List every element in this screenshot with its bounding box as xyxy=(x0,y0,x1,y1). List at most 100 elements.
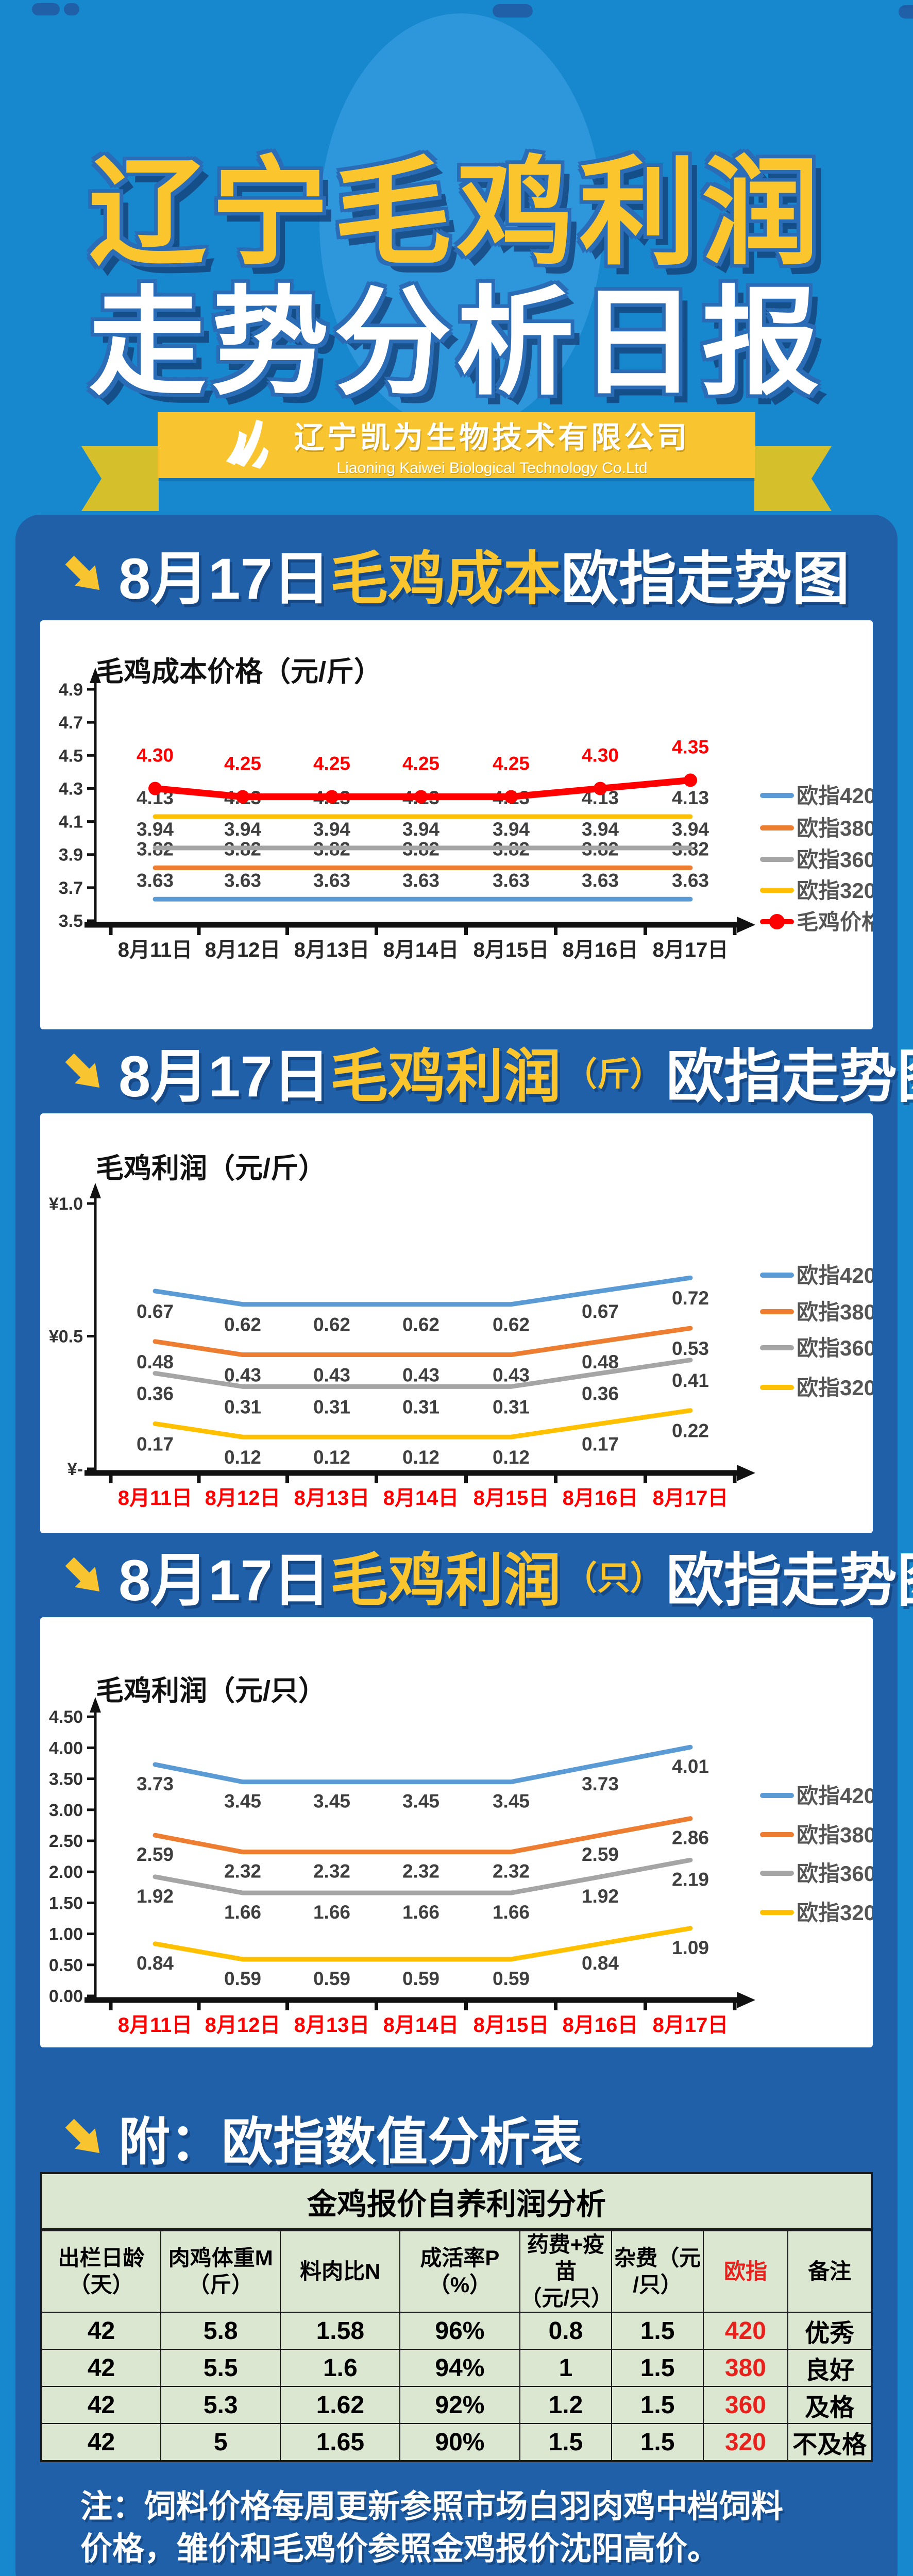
svg-text:2.32: 2.32 xyxy=(313,1861,350,1882)
table-cell: 42 xyxy=(40,2386,162,2424)
svg-text:8月17日: 8月17日 xyxy=(653,1487,729,1510)
svg-text:8月14日: 8月14日 xyxy=(383,1487,459,1510)
analysis-table: 金鸡报价自养利润分析 出栏日龄 （天） 肉鸡体重M （斤） 料肉比N 成活率P （%） 药费+疫… xyxy=(40,2172,873,2462)
svg-text:0.36: 0.36 xyxy=(137,1383,174,1404)
svg-text:¥-: ¥- xyxy=(67,1460,83,1479)
svg-text:1.66: 1.66 xyxy=(493,1902,530,1923)
svg-text:0.59: 0.59 xyxy=(493,1968,530,1989)
table-row: 42 5.5 1.6 94% 1 1.5 380 良好 xyxy=(40,2349,872,2387)
svg-text:3.94: 3.94 xyxy=(402,819,439,840)
svg-text:8月11日: 8月11日 xyxy=(118,939,193,961)
svg-text:8月15日: 8月15日 xyxy=(474,1487,549,1510)
svg-text:0.12: 0.12 xyxy=(224,1447,261,1468)
svg-text:8月11日: 8月11日 xyxy=(118,2014,193,2037)
svg-text:3.94: 3.94 xyxy=(313,819,350,840)
yellow-arrow-icon xyxy=(65,2119,100,2154)
svg-text:0.59: 0.59 xyxy=(402,1968,439,1989)
table-cell: 1.65 xyxy=(280,2423,401,2462)
svg-text:1.09: 1.09 xyxy=(672,1937,709,1958)
svg-text:0.62: 0.62 xyxy=(493,1314,530,1335)
svg-text:2.00: 2.00 xyxy=(49,1862,83,1882)
svg-text:3.00: 3.00 xyxy=(49,1801,83,1820)
svg-text:2.59: 2.59 xyxy=(582,1844,619,1865)
title-prefix: 8月17日 xyxy=(119,1548,330,1613)
svg-text:3.73: 3.73 xyxy=(137,1773,174,1794)
svg-text:0.67: 0.67 xyxy=(137,1301,174,1322)
company-banner-face: 辽宁凯为生物技术有限公司 Liaoning Kaiwei Biological … xyxy=(158,412,755,478)
cost-chart: 4.9 4.7 4.5 4.3 4.1 3.9 3.7 3.5 8月11日 8月12日 8月13日 8… xyxy=(40,620,884,1032)
svg-text:3.45: 3.45 xyxy=(313,1791,350,1812)
table-cell: 5.5 xyxy=(160,2349,281,2387)
deco-pill xyxy=(64,3,79,15)
table-cell: 5.8 xyxy=(160,2312,281,2350)
table-cell: 1.6 xyxy=(280,2349,401,2387)
svg-text:3.94: 3.94 xyxy=(582,819,619,840)
yellow-arrow-icon xyxy=(65,1053,100,1088)
svg-text:2.32: 2.32 xyxy=(493,1861,530,1882)
svg-text:0.67: 0.67 xyxy=(582,1301,619,1322)
title-suffix: 欧指走势图 xyxy=(666,1044,913,1109)
svg-text:欧指380: 欧指380 xyxy=(797,1823,873,1847)
svg-text:8月11日: 8月11日 xyxy=(118,1487,193,1510)
svg-text:欧指320: 欧指320 xyxy=(797,878,873,903)
svg-text:欧指320: 欧指320 xyxy=(797,1901,873,1925)
table-row: 42 5.3 1.62 92% 1.2 1.5 360 及格 xyxy=(40,2386,872,2424)
table-cell: 96% xyxy=(399,2312,520,2350)
table-cell: 良好 xyxy=(787,2349,872,2387)
svg-text:0.62: 0.62 xyxy=(224,1314,261,1335)
deco-pill xyxy=(899,5,913,19)
svg-text:0.17: 0.17 xyxy=(582,1433,619,1454)
table-cell: 0.8 xyxy=(519,2312,613,2350)
analysis-table-wrap: 金鸡报价自养利润分析 出栏日龄 （天） 肉鸡体重M （斤） 料肉比N 成活率P （%） 药费+疫… xyxy=(40,2172,873,2462)
profit-jin-chart-title: 毛鸡利润（元/斤） xyxy=(96,1153,327,1184)
svg-text:1.66: 1.66 xyxy=(224,1902,261,1923)
profit-bird-chart-panel: 毛鸡利润（元/只） 4.50 4.00 3.50 3.00 2.50 2.00 1.50 1.… xyxy=(40,1617,876,2047)
svg-text:2.50: 2.50 xyxy=(49,1832,83,1851)
svg-text:2.19: 2.19 xyxy=(672,1869,709,1890)
svg-text:0.72: 0.72 xyxy=(672,1287,709,1309)
table-header-cell: 备注 xyxy=(787,2229,872,2313)
svg-text:0.41: 0.41 xyxy=(672,1370,709,1391)
title-paren: （斤） xyxy=(564,1055,663,1093)
section-title-table: 附：欧指数值分析表 xyxy=(15,2103,898,2171)
table-cell: 1.58 xyxy=(280,2312,401,2350)
svg-text:3.63: 3.63 xyxy=(493,870,530,891)
note-line2: 价格，雏价和毛鸡价参照金鸡报价沈阳高价。 xyxy=(80,2531,720,2567)
svg-text:8月13日: 8月13日 xyxy=(294,939,370,961)
svg-text:0.31: 0.31 xyxy=(224,1396,261,1417)
svg-text:2.86: 2.86 xyxy=(672,1827,709,1849)
svg-text:欧指360: 欧指360 xyxy=(797,1336,873,1360)
table-cell: 380 xyxy=(702,2349,789,2387)
svg-text:1.50: 1.50 xyxy=(49,1893,83,1913)
svg-text:¥1.0: ¥1.0 xyxy=(49,1194,83,1214)
svg-text:4.00: 4.00 xyxy=(49,1738,83,1758)
svg-text:欧指380: 欧指380 xyxy=(797,1300,873,1324)
svg-text:欧指320: 欧指320 xyxy=(797,1376,873,1400)
company-banner: 辽宁凯为生物技术有限公司 Liaoning Kaiwei Biological … xyxy=(81,412,832,511)
svg-text:1.92: 1.92 xyxy=(582,1886,619,1907)
svg-text:8月17日: 8月17日 xyxy=(653,2014,729,2037)
svg-text:8月13日: 8月13日 xyxy=(294,1487,370,1510)
svg-text:3.45: 3.45 xyxy=(224,1791,261,1812)
table-header-cell: 出栏日龄 （天） xyxy=(40,2229,162,2313)
note-text: 注：饲料价格每周更新参照市场白羽肉鸡中档饲料 价格，雏价和毛鸡价参照金鸡报价沈阳… xyxy=(40,2486,873,2570)
svg-text:8月15日: 8月15日 xyxy=(474,939,549,961)
svg-text:4.25: 4.25 xyxy=(402,753,439,774)
table-cell: 320 xyxy=(702,2423,789,2462)
svg-text:0.62: 0.62 xyxy=(313,1314,350,1335)
title-paren: （只） xyxy=(564,1559,663,1597)
table-cell: 1.62 xyxy=(280,2386,401,2424)
table-title: 金鸡报价自养利润分析 xyxy=(41,2173,872,2231)
svg-text:0.50: 0.50 xyxy=(49,1956,83,1975)
cost-chart-panel: 毛鸡成本价格（元/斤） 4.9 4.7 4.5 4.3 4.1 3.9 3.7 3.5 8月11… xyxy=(40,620,884,1032)
title-suffix: 欧指走势图 xyxy=(666,1548,913,1613)
svg-text:0.00: 0.00 xyxy=(49,1987,83,2006)
svg-text:8月16日: 8月16日 xyxy=(563,1487,638,1510)
profit-bird-chart-title: 毛鸡利润（元/只） xyxy=(96,1675,327,1706)
table-cell: 42 xyxy=(40,2423,162,2462)
svg-text:0.84: 0.84 xyxy=(582,1953,619,1974)
svg-text:0.12: 0.12 xyxy=(313,1447,350,1468)
